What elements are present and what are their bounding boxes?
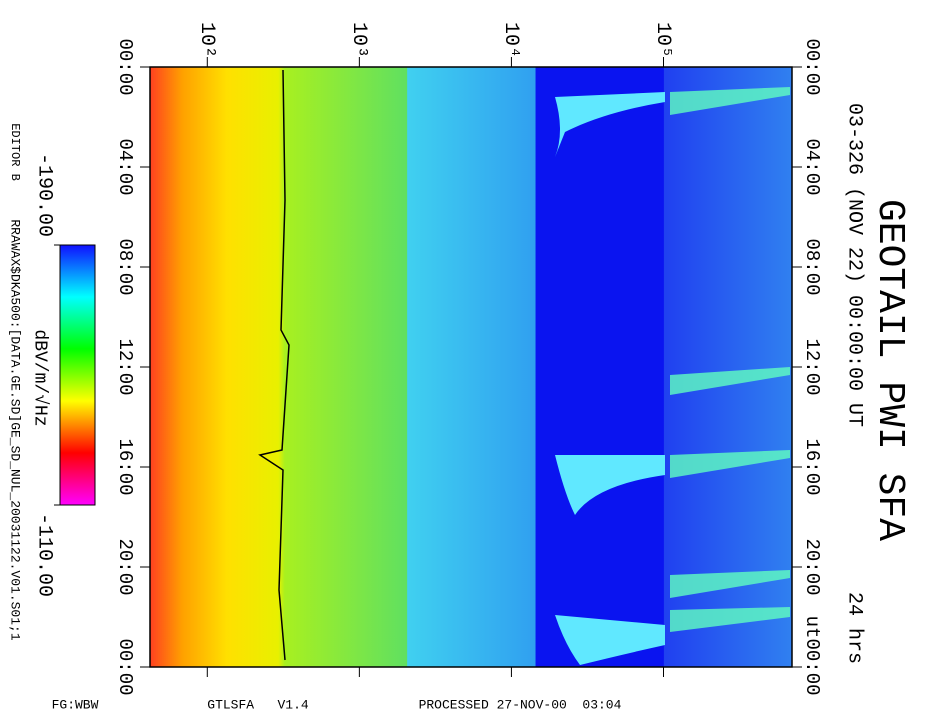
- footer: PROCESSED 27-NOV-00 03:04: [419, 697, 622, 712]
- footer: GTLSFA V1.4: [207, 697, 309, 712]
- y-tick-label: 08:00: [801, 238, 823, 295]
- x-tick-label: 10⁵: [651, 22, 674, 58]
- colorbar-tick-label: -190.00: [33, 153, 56, 237]
- y-tick-label: 20:00: [114, 538, 136, 595]
- y-tick-label: 16:00: [801, 438, 823, 495]
- y-tick-label: 20:00: [801, 538, 823, 595]
- editor: EDITOR B: [8, 123, 22, 181]
- spectrogram-image: [150, 67, 792, 667]
- subtitle: 03-326 (NOV 22) 00:00:00 UT: [843, 103, 866, 427]
- y-tick-label: 04:00: [801, 138, 823, 195]
- y-tick-label: 00:00: [801, 38, 823, 95]
- y-tick-label: 00:00: [114, 38, 136, 95]
- y-tick-label: 08:00: [114, 238, 136, 295]
- chart-title: GEOTAIL PWI SFA: [868, 199, 911, 541]
- colorbar-tick-label: -110.00: [33, 513, 56, 597]
- y-tick-label: 00:00: [114, 638, 136, 695]
- x-tick-label: 10⁴: [499, 22, 522, 58]
- y-tick-label: 04:00: [114, 138, 136, 195]
- y-tick-label: 00:00: [801, 638, 823, 695]
- y-tick-label: 12:00: [114, 338, 136, 395]
- colorbar: [59, 244, 96, 506]
- x-tick-label: 10²: [195, 22, 218, 58]
- time-unit: ut: [801, 616, 823, 639]
- y-tick-label: 16:00: [114, 438, 136, 495]
- x-tick-label: 10³: [347, 22, 370, 58]
- y-tick-label: 12:00: [801, 338, 823, 395]
- file-name: RRAWAX$DKA500:[DATA.GE.SD]GE_SD_NUL_2003…: [8, 219, 23, 640]
- duration: 24 hrs: [843, 592, 866, 664]
- colorbar-label: dBV/m/√Hz: [29, 329, 50, 426]
- footer: FG:WBW: [52, 697, 99, 712]
